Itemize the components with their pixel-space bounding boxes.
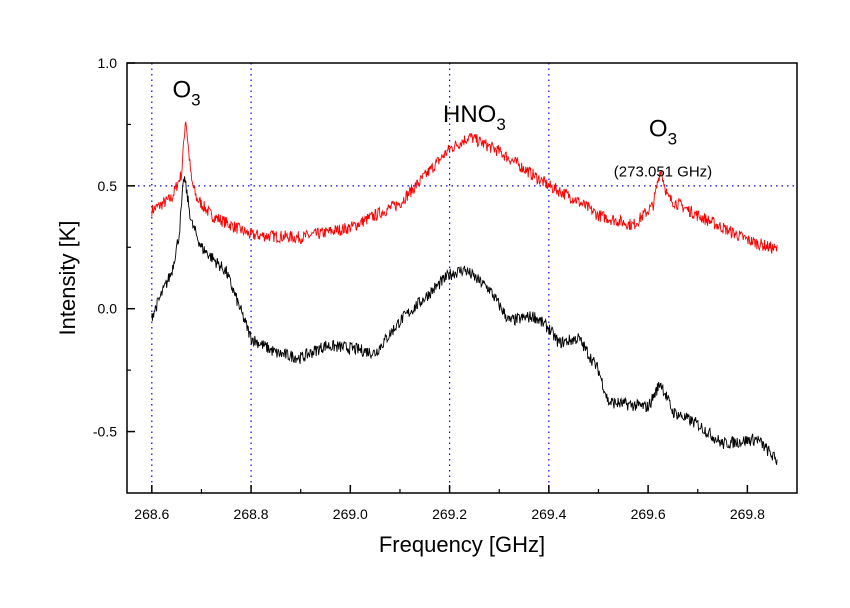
x-tick-label: 269.6 [631, 506, 666, 522]
y-tick-label: -0.5 [93, 424, 117, 440]
x-axis-label: Frequency [GHz] [379, 532, 545, 557]
peak-frequency-note: (273.051 GHz) [614, 164, 712, 181]
y-tick-label: 1.0 [98, 55, 118, 71]
x-tick-label: 268.8 [234, 506, 269, 522]
x-tick-label: 268.6 [134, 506, 169, 522]
peak-label: HNO3 [443, 101, 506, 134]
plot-frame [126, 62, 798, 494]
axis-ticks: 268.6 268.8 269.0 269.2 269.4 269.6 269.8 1.0 0.… [93, 55, 765, 522]
peak-label: O3 [172, 76, 200, 109]
y-tick-label: 0.0 [98, 301, 118, 317]
x-tick-label: 269.8 [730, 506, 765, 522]
y-axis-label: Intensity [K] [55, 221, 80, 336]
x-tick-label: 269.0 [333, 506, 368, 522]
annotations: O3 HNO3 O3 (273.051 GHz) [172, 76, 712, 180]
peak-label: O3 [649, 116, 677, 149]
x-tick-label: 269.2 [432, 506, 467, 522]
x-tick-label: 269.4 [531, 506, 566, 522]
y-tick-label: 0.5 [98, 178, 118, 194]
series-line-upper [151, 121, 778, 254]
series-group [151, 121, 778, 465]
series-line-lower [151, 176, 778, 465]
